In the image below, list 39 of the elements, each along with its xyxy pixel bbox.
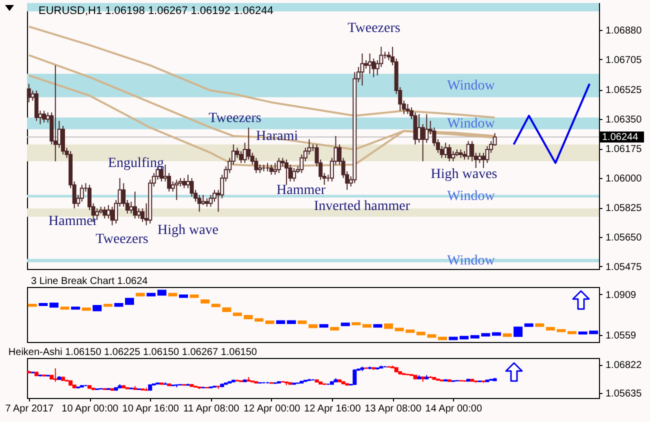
annotation: Tweezers <box>348 21 400 36</box>
y-tick-label: 1.0909 <box>606 290 637 301</box>
band-label: Window <box>447 78 496 94</box>
y-tick-label: 1.06822 <box>606 360 642 372</box>
y-tick-label: 1.06705 <box>606 54 642 66</box>
annotation: Hammer <box>48 214 98 229</box>
annotation: Hammer <box>276 183 326 198</box>
y-tick-label: 1.06880 <box>606 25 642 36</box>
ref-line-label: 1.06244 <box>602 132 639 144</box>
annotation: High waves <box>430 167 498 182</box>
annotation: Engulfing <box>108 156 164 171</box>
x-tick-label: 10 Apr 00:00 <box>62 404 119 414</box>
annotation: High wave <box>157 223 219 238</box>
x-tick-label: 10 Apr 16:00 <box>122 404 180 414</box>
band-label: Window <box>447 254 496 269</box>
y-tick-label: 1.06175 <box>606 144 642 156</box>
band-label: Window <box>447 189 496 204</box>
y-tick-label: 1.06000 <box>606 174 642 185</box>
chart-title: Heiken-Ashi 1.06150 1.06225 1.06150 1.06267 1.06150 <box>8 347 258 358</box>
y-tick-label: 1.06350 <box>606 114 642 126</box>
annotation: Tweezers <box>96 232 148 247</box>
y-tick-label: 1.05825 <box>606 203 642 214</box>
x-tick-label: 14 Apr 00:00 <box>425 404 482 414</box>
x-tick-label: 11 Apr 08:00 <box>183 404 240 414</box>
x-tick-label: 12 Apr 16:00 <box>304 404 362 414</box>
y-tick-label: 1.05475 <box>606 262 642 273</box>
x-tick-label: 12 Apr 00:00 <box>243 404 301 414</box>
x-tick-label: 13 Apr 08:00 <box>364 404 422 414</box>
band-label: Window <box>447 116 496 132</box>
y-tick-label: 1.0559 <box>606 330 637 342</box>
x-tick-label: 7 Apr 2017 <box>5 404 54 414</box>
annotation: Harami <box>256 129 298 144</box>
chart-title: 3 Line Break Chart 1.0624 <box>31 276 148 287</box>
y-tick-label: 1.06525 <box>606 85 642 96</box>
y-tick-label: 1.05635 <box>606 388 642 400</box>
y-tick-label: 1.05650 <box>606 232 642 244</box>
annotation: Tweezers <box>208 111 262 126</box>
annotation: Inverted hammer <box>314 199 410 214</box>
chart-title: EURUSD,H1 1.06198 1.06267 1.06192 1.06244 <box>38 5 274 17</box>
